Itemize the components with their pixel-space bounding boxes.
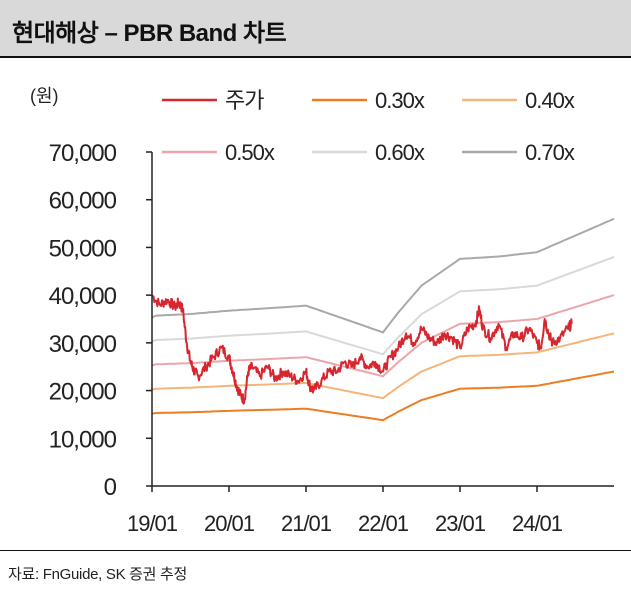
y-tick-label: 40,000 (49, 283, 117, 310)
x-tick-label: 22/01 (358, 511, 409, 536)
y-tick-label: 0 (104, 474, 117, 501)
y-tick-label: 30,000 (49, 331, 117, 358)
band-line-040x (151, 332, 615, 400)
pbr-band-chart: 0 10,000 20,000 30,000 40,000 50,000 60,000 70,… (30, 86, 615, 536)
x-tick-label: 21/01 (281, 511, 332, 536)
band-line-030x (151, 370, 615, 422)
legend-label: 주가 (225, 88, 264, 113)
price-series (151, 294, 573, 405)
source-note: 자료: FnGuide, SK 증권 추정 (8, 566, 188, 583)
legend-label: 0.30x (375, 88, 425, 113)
price-line (151, 294, 573, 405)
chart-title: 현대해상 – PBR Band 차트 (12, 20, 287, 47)
y-tick-label: 50,000 (49, 235, 117, 262)
chart-area: 0 10,000 20,000 30,000 40,000 50,000 60,000 70,… (0, 60, 631, 550)
legend-label: 0.60x (375, 140, 425, 165)
legend-label: 0.40x (525, 88, 575, 113)
x-tick-label: 20/01 (204, 511, 255, 536)
y-tick-label: 70,000 (49, 140, 117, 167)
x-tick-label: 19/01 (127, 511, 178, 536)
y-tick-label: 60,000 (49, 188, 117, 215)
axes: 0 10,000 20,000 30,000 40,000 50,000 60,000 70,… (49, 140, 614, 536)
legend: 주가 0.30x 0.40x 0.50x 0.60x 0.70x (162, 88, 576, 165)
y-unit-label: (원) (30, 86, 59, 106)
legend-label: 0.70x (525, 140, 575, 165)
y-tick-label: 10,000 (49, 426, 117, 453)
band-line-070x (151, 217, 615, 334)
footer-divider (0, 550, 631, 551)
y-tick-label: 20,000 (49, 379, 117, 406)
x-tick-label: 24/01 (512, 511, 563, 536)
band-line-060x (151, 256, 615, 356)
legend-label: 0.50x (225, 140, 275, 165)
x-tick-label: 23/01 (435, 511, 486, 536)
title-bar: 현대해상 – PBR Band 차트 (0, 0, 631, 58)
